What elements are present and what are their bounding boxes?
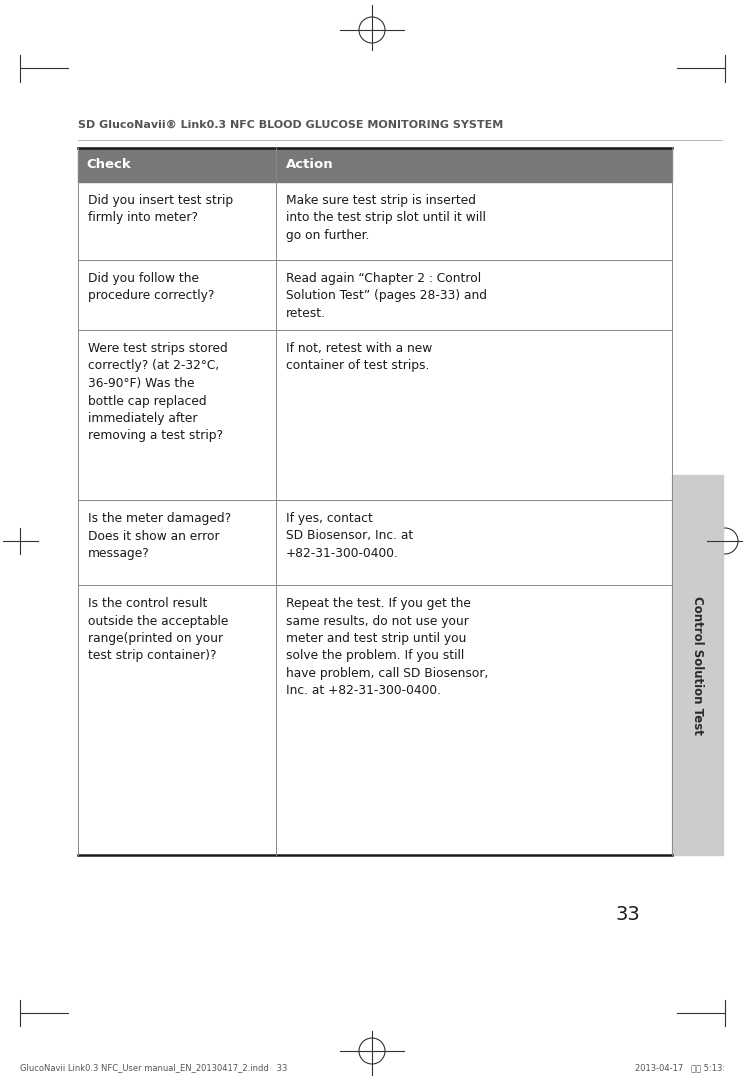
Text: Did you follow the
procedure correctly?: Did you follow the procedure correctly? <box>88 272 215 303</box>
Text: 33: 33 <box>615 905 641 924</box>
Text: Make sure test strip is inserted
into the test strip slot until it will
go on fu: Make sure test strip is inserted into th… <box>286 193 486 242</box>
Text: Did you insert test strip
firmly into meter?: Did you insert test strip firmly into me… <box>88 193 233 225</box>
Text: Repeat the test. If you get the
same results, do not use your
meter and test str: Repeat the test. If you get the same res… <box>286 597 489 697</box>
Text: Is the meter damaged?
Does it show an error
message?: Is the meter damaged? Does it show an er… <box>88 512 231 560</box>
Text: GlucoNavii Link0.3 NFC_User manual_EN_20130417_2.indd   33: GlucoNavii Link0.3 NFC_User manual_EN_20… <box>20 1063 288 1072</box>
Text: Action: Action <box>286 159 334 172</box>
Text: Control Solution Test: Control Solution Test <box>691 596 704 734</box>
Bar <box>672 475 723 855</box>
Text: Read again “Chapter 2 : Control
Solution Test” (pages 28-33) and
retest.: Read again “Chapter 2 : Control Solution… <box>286 272 487 320</box>
Text: If not, retest with a new
container of test strips.: If not, retest with a new container of t… <box>286 342 432 373</box>
Text: Is the control result
outside the acceptable
range(printed on your
test strip co: Is the control result outside the accept… <box>88 597 229 663</box>
Text: If yes, contact
SD Biosensor, Inc. at
+82-31-300-0400.: If yes, contact SD Biosensor, Inc. at +8… <box>286 512 413 560</box>
Text: 2013-04-17   오후 5:13:: 2013-04-17 오후 5:13: <box>635 1063 725 1072</box>
Bar <box>78 148 672 182</box>
Text: SD GlucoNavii® Link0.3 NFC BLOOD GLUCOSE MONITORING SYSTEM: SD GlucoNavii® Link0.3 NFC BLOOD GLUCOSE… <box>78 120 504 130</box>
Text: Check: Check <box>86 159 131 172</box>
Text: Were test strips stored
correctly? (at 2-32°C,
36-90°F) Was the
bottle cap repla: Were test strips stored correctly? (at 2… <box>88 342 228 442</box>
